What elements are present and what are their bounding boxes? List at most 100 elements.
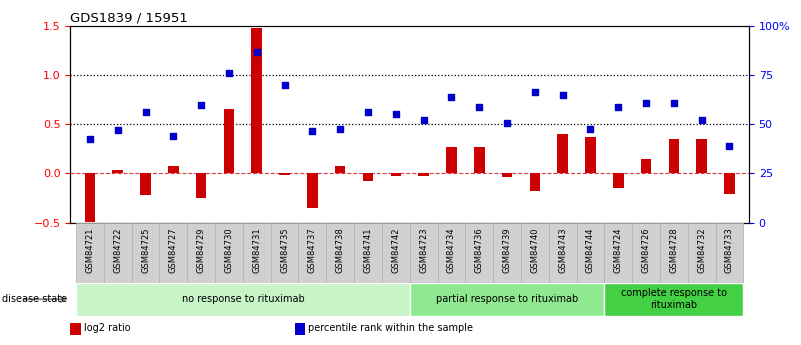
Point — [612, 104, 625, 109]
Bar — [85, 173, 95, 221]
Bar — [326, 223, 354, 283]
Text: GSM84744: GSM84744 — [586, 227, 595, 273]
Bar — [604, 283, 743, 316]
Text: GSM84732: GSM84732 — [697, 227, 706, 273]
Text: GSM84742: GSM84742 — [392, 227, 400, 273]
Bar — [391, 173, 401, 176]
Text: percentile rank within the sample: percentile rank within the sample — [308, 324, 473, 333]
Text: GSM84723: GSM84723 — [419, 227, 428, 273]
Bar — [354, 223, 382, 283]
Bar — [243, 223, 271, 283]
Bar — [131, 223, 159, 283]
Point — [278, 82, 291, 88]
Point — [695, 118, 708, 123]
Point — [251, 50, 264, 55]
Point — [83, 136, 96, 142]
Bar — [215, 223, 243, 283]
Point — [111, 127, 124, 133]
Point — [195, 102, 207, 107]
Bar — [299, 223, 326, 283]
Text: GSM84739: GSM84739 — [502, 227, 512, 273]
Bar — [632, 223, 660, 283]
Text: no response to rituximab: no response to rituximab — [182, 294, 304, 304]
Bar — [335, 167, 345, 173]
Bar — [168, 167, 179, 173]
Point — [473, 105, 485, 110]
Bar — [223, 109, 234, 173]
Text: GSM84726: GSM84726 — [642, 227, 650, 273]
Point — [723, 143, 736, 149]
Bar — [577, 223, 604, 283]
Bar — [613, 173, 623, 188]
Text: GDS1839 / 15951: GDS1839 / 15951 — [70, 12, 188, 25]
Bar — [696, 139, 707, 173]
Text: complete response to
rituximab: complete response to rituximab — [621, 288, 727, 310]
Text: GSM84736: GSM84736 — [475, 227, 484, 273]
Bar — [187, 223, 215, 283]
Bar — [76, 283, 410, 316]
Bar — [604, 223, 632, 283]
Bar — [724, 173, 735, 194]
Bar — [159, 223, 187, 283]
Bar — [465, 223, 493, 283]
Point — [139, 110, 152, 115]
Bar — [688, 223, 715, 283]
Text: GSM84741: GSM84741 — [364, 227, 372, 273]
Point — [389, 111, 402, 117]
Point — [529, 89, 541, 95]
Point — [445, 94, 458, 99]
Text: GSM84731: GSM84731 — [252, 227, 261, 273]
Bar — [418, 173, 429, 176]
Point — [334, 126, 347, 132]
Point — [361, 110, 374, 115]
Bar — [112, 170, 123, 173]
Bar — [252, 28, 262, 173]
Bar — [363, 173, 373, 181]
Point — [556, 92, 569, 97]
Text: GSM84737: GSM84737 — [308, 227, 317, 273]
Bar — [410, 223, 437, 283]
Bar — [437, 223, 465, 283]
Text: disease state: disease state — [2, 294, 67, 304]
Point — [667, 100, 680, 105]
Text: GSM84730: GSM84730 — [224, 227, 233, 273]
Text: GSM84724: GSM84724 — [614, 227, 622, 273]
Point — [167, 133, 179, 139]
Bar — [382, 223, 410, 283]
Bar — [715, 223, 743, 283]
Bar — [669, 139, 679, 173]
Text: GSM84729: GSM84729 — [197, 227, 206, 273]
Point — [223, 70, 235, 76]
Text: GSM84734: GSM84734 — [447, 227, 456, 273]
Bar — [557, 134, 568, 173]
Text: GSM84733: GSM84733 — [725, 227, 734, 273]
Text: GSM84740: GSM84740 — [530, 227, 539, 273]
Bar — [501, 173, 513, 177]
Bar — [140, 173, 151, 195]
Bar — [493, 223, 521, 283]
Bar — [549, 223, 577, 283]
Bar — [196, 173, 207, 198]
Bar — [280, 173, 290, 175]
Text: GSM84725: GSM84725 — [141, 227, 150, 273]
Text: GSM84721: GSM84721 — [86, 227, 95, 273]
Point — [306, 128, 319, 134]
Bar — [271, 223, 299, 283]
Bar — [76, 223, 104, 283]
Point — [584, 126, 597, 132]
Text: partial response to rituximab: partial response to rituximab — [436, 294, 578, 304]
Text: GSM84722: GSM84722 — [113, 227, 123, 273]
Bar — [474, 147, 485, 173]
Text: GSM84728: GSM84728 — [670, 227, 678, 273]
Bar — [446, 147, 457, 173]
Bar — [521, 223, 549, 283]
Text: GSM84738: GSM84738 — [336, 227, 344, 273]
Point — [640, 100, 653, 105]
Text: GSM84727: GSM84727 — [169, 227, 178, 273]
Text: log2 ratio: log2 ratio — [84, 324, 131, 333]
Bar — [307, 173, 318, 208]
Point — [417, 118, 430, 123]
Bar — [104, 223, 131, 283]
Bar — [660, 223, 688, 283]
Point — [501, 120, 513, 126]
